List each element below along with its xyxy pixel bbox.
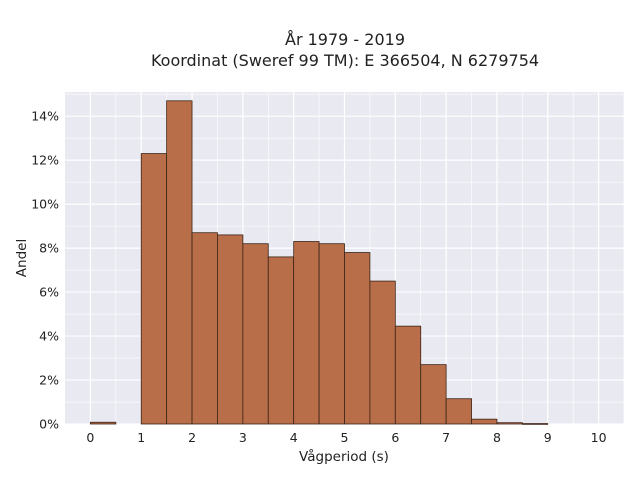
x-tick-label: 9 bbox=[544, 430, 552, 445]
histogram-bar bbox=[394, 325, 422, 425]
x-tick-label: 7 bbox=[442, 430, 450, 445]
y-tick-labels: 0% 2% 4% 6% 8% 10% 12% 14% bbox=[31, 109, 59, 432]
bars bbox=[90, 100, 549, 425]
x-tick-label: 5 bbox=[341, 430, 349, 445]
histogram-bar bbox=[293, 241, 320, 425]
x-tick-label: 1 bbox=[137, 430, 145, 445]
histogram-bar bbox=[369, 280, 396, 425]
y-tick-label: 12% bbox=[31, 153, 59, 168]
y-tick-label: 14% bbox=[31, 109, 59, 124]
y-tick-label: 10% bbox=[31, 197, 59, 212]
x-tick-label: 8 bbox=[493, 430, 501, 445]
y-tick-label: 6% bbox=[39, 285, 59, 300]
histogram-bar bbox=[191, 232, 218, 425]
y-tick-label: 0% bbox=[39, 417, 59, 432]
x-tick-label: 2 bbox=[188, 430, 196, 445]
y-tick-label: 2% bbox=[39, 373, 59, 388]
histogram-bar bbox=[496, 422, 523, 425]
x-tick-label: 4 bbox=[290, 430, 298, 445]
histogram-bar bbox=[344, 252, 371, 425]
y-axis-label: Andel bbox=[14, 239, 30, 277]
x-tick-label: 3 bbox=[239, 430, 247, 445]
y-tick-label: 4% bbox=[39, 329, 59, 344]
chart-title-line-2: Koordinat (Sweref 99 TM): E 366504, N 62… bbox=[151, 51, 539, 70]
histogram-bar bbox=[471, 418, 498, 425]
x-tick-label: 6 bbox=[391, 430, 399, 445]
x-axis-label: Vågperiod (s) bbox=[299, 448, 389, 465]
x-tick-label: 0 bbox=[86, 430, 94, 445]
histogram-bar bbox=[166, 100, 193, 425]
histogram-bar bbox=[267, 256, 295, 425]
histogram-bar bbox=[445, 398, 472, 425]
histogram-bar bbox=[140, 153, 168, 425]
x-tick-label: 10 bbox=[591, 430, 607, 445]
chart-title-line-1: År 1979 - 2019 bbox=[285, 30, 405, 49]
histogram-bar bbox=[318, 243, 345, 425]
histogram-bar bbox=[90, 421, 117, 425]
histogram-bar bbox=[242, 243, 269, 425]
y-tick-label: 8% bbox=[39, 241, 59, 256]
histogram-bar bbox=[217, 234, 244, 425]
histogram-bar bbox=[420, 364, 447, 425]
histogram-bar bbox=[521, 423, 549, 425]
x-tick-labels: 0 1 2 3 4 5 6 7 8 9 10 bbox=[86, 430, 606, 445]
